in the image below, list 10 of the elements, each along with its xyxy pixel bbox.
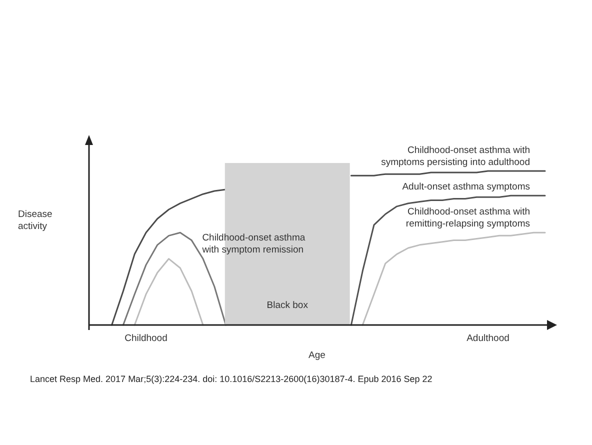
annotation: Black box: [266, 300, 308, 311]
x-tick-label: Adulthood: [466, 333, 510, 344]
series-label: Childhood-onset asthma with symptoms persisting into adulthood: [381, 145, 530, 168]
text: Lancet Resp Med. 2017 Mar;5(3):224-234. doi: 10.1016/S2213-2600(16)30187-4. Epub 2016 Sep 22: [30, 374, 432, 384]
x-tick-label: Childhood: [124, 333, 168, 344]
y-axis-title: Disease activity: [18, 209, 52, 232]
series-label: Adult-onset asthma symptoms: [402, 182, 530, 193]
series-label: Childhood-onset asthma with symptom remission: [201, 232, 306, 256]
series-label: Childhood-onset asthma with remitting-relapsing symptoms: [406, 206, 530, 230]
x-axis-title: Age: [308, 350, 326, 361]
